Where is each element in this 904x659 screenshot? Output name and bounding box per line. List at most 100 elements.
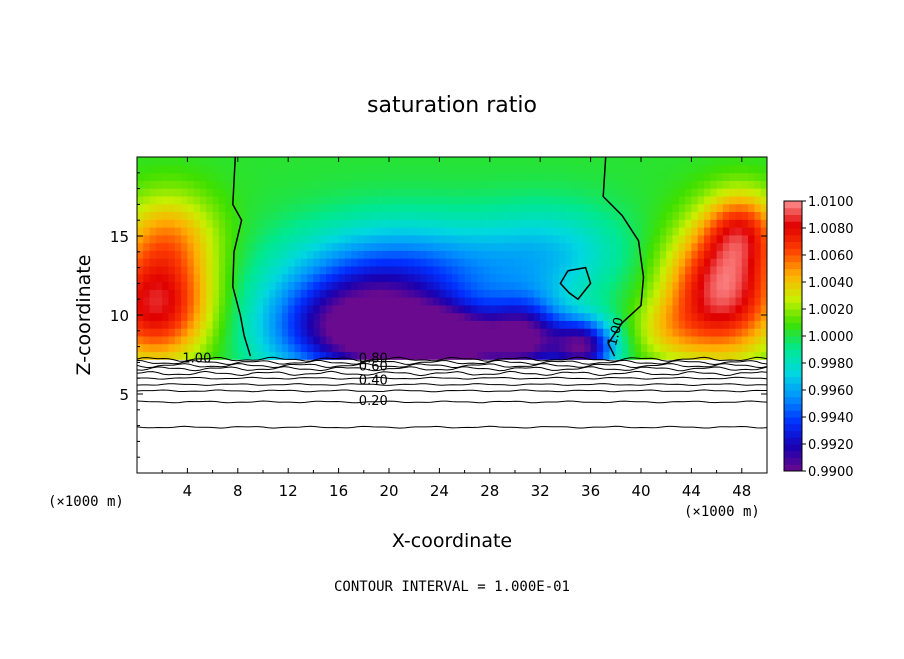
field-cell [697,195,705,205]
field-cell [376,351,384,360]
field-cell [483,250,491,259]
field-cell [351,227,359,236]
field-cell [464,227,472,236]
field-cell [174,281,182,290]
field-cell [313,157,321,166]
field-cell [332,265,340,275]
field-cell [300,281,308,290]
field-cell [603,172,611,181]
field-cell [748,281,755,290]
field-cell [452,164,459,174]
field-cell [407,312,415,321]
field-cell [250,289,258,298]
field-cell [691,164,699,174]
field-cell [231,335,239,345]
field-cell [433,234,440,244]
field-cell [678,227,686,236]
field-cell [540,258,548,267]
field-cell [426,343,434,353]
field-cell [641,335,648,345]
field-cell [206,320,214,329]
field-cell [571,234,579,244]
field-cell [288,203,296,213]
field-cell [445,203,453,213]
field-cell [578,265,585,275]
field-cell [363,227,371,236]
field-cell [716,164,724,174]
field-cell [697,250,705,259]
field-cell [263,312,270,321]
field-cell [433,219,440,228]
field-cell [187,335,195,345]
field-cell [489,343,497,353]
field-cell [137,172,144,181]
field-cell [382,351,390,360]
field-cell [641,312,648,321]
field-cell [155,304,163,314]
field-cell [508,281,516,290]
field-cell [508,265,516,275]
field-cell [357,242,365,251]
field-cell [433,203,440,213]
field-cell [275,265,283,275]
field-cell [691,265,699,275]
field-cell [489,250,497,259]
field-cell [162,335,170,345]
field-cell [641,234,648,244]
field-cell [407,320,415,329]
field-cell [628,328,636,337]
field-cell [414,203,422,213]
field-cell [508,320,516,329]
field-cell [483,227,491,236]
field-cell [281,320,289,329]
field-cell [357,281,365,290]
field-cell [565,258,573,267]
field-cell [502,304,510,314]
field-cell [344,343,352,353]
field-cell [735,304,743,314]
field-cell [666,304,674,314]
field-cell [729,328,737,337]
field-cell [502,281,510,290]
field-cell [741,188,749,197]
field-cell [502,273,510,283]
field-cell [439,157,447,166]
field-cell [559,242,566,251]
field-cell [275,203,283,213]
field-cell [288,188,296,197]
field-cell [174,172,182,181]
field-cell [407,188,415,197]
field-cell [407,335,415,345]
field-cell [376,157,384,166]
contour-line [137,362,767,369]
field-cell [704,188,711,197]
field-cell [508,343,516,353]
field-cell [754,172,762,181]
field-cell [155,164,163,174]
field-cell [389,289,396,298]
field-cell [149,180,157,189]
field-cell [231,211,239,220]
field-cell [275,172,283,181]
field-cell [382,242,390,251]
field-cell [559,180,566,189]
field-cell [722,265,730,275]
field-cell [212,312,220,321]
field-cell [470,188,478,197]
field-cell [319,180,327,189]
field-cell [445,289,453,298]
field-cell [527,304,535,314]
field-cell [401,335,409,345]
field-cell [237,164,245,174]
field-cell [533,265,541,275]
field-cell [477,242,485,251]
field-cell [426,164,434,174]
field-cell [218,203,226,213]
contour-lines [137,157,767,429]
field-cell [326,250,333,259]
field-cell [250,312,258,321]
field-cell [256,258,264,267]
field-cell [615,312,623,321]
field-cell [496,180,503,189]
field-cell [193,335,201,345]
